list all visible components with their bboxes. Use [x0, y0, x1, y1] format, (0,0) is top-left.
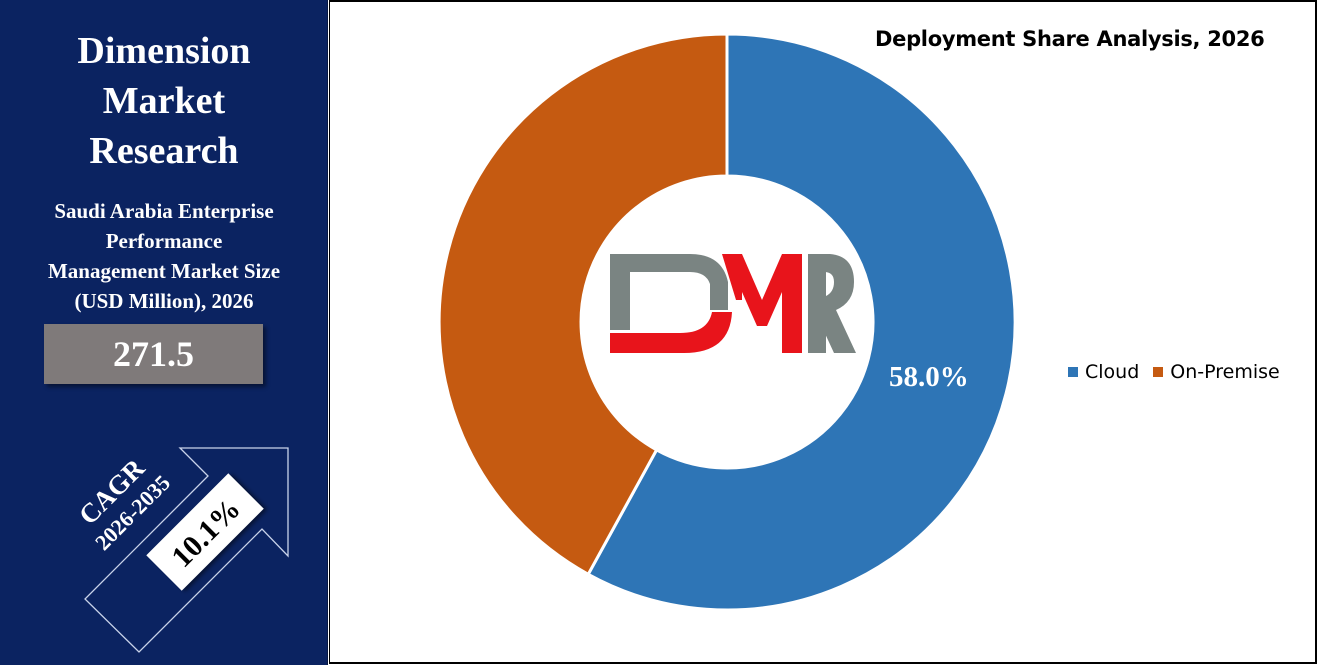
legend-label: Cloud — [1085, 361, 1140, 383]
legend-item-cloud[interactable]: Cloud — [1068, 361, 1139, 383]
market-size-caption: Saudi Arabia Enterprise Performance Mana… — [0, 196, 328, 316]
caption-line: Saudi Arabia Enterprise — [54, 199, 274, 223]
caption-line: (USD Million), 2026 — [74, 289, 254, 313]
legend-swatch-icon — [1068, 367, 1078, 377]
caption-line: Performance — [105, 229, 223, 253]
legend-label: On-Premise — [1170, 361, 1280, 383]
cagr-arrow-graphic: 10.1% CAGR 2026-2035 — [73, 447, 289, 653]
chart-title: Deployment Share Analysis, 2026 — [875, 27, 1265, 51]
market-size-value: 271.5 — [44, 324, 263, 384]
brand-line: Dimension — [77, 30, 251, 72]
chart-legend: Cloud On-Premise — [1068, 361, 1294, 383]
brand-title: Dimension Market Research — [0, 26, 328, 176]
cloud-data-label: 58.0% — [889, 361, 969, 393]
donut-segment-cloud[interactable] — [586, 32, 1017, 612]
up-arrow-icon — [84, 447, 289, 653]
brand-line: Research — [89, 130, 239, 172]
caption-line: Management Market Size — [47, 259, 281, 283]
legend-item-on-premise[interactable]: On-Premise — [1153, 361, 1280, 383]
legend-swatch-icon — [1153, 367, 1164, 377]
info-panel: Dimension Market Research Saudi Arabia E… — [0, 0, 328, 665]
donut-segment-on-premise[interactable] — [437, 32, 729, 577]
dmr-logo-icon — [610, 254, 856, 353]
brand-line: Market — [102, 80, 226, 122]
